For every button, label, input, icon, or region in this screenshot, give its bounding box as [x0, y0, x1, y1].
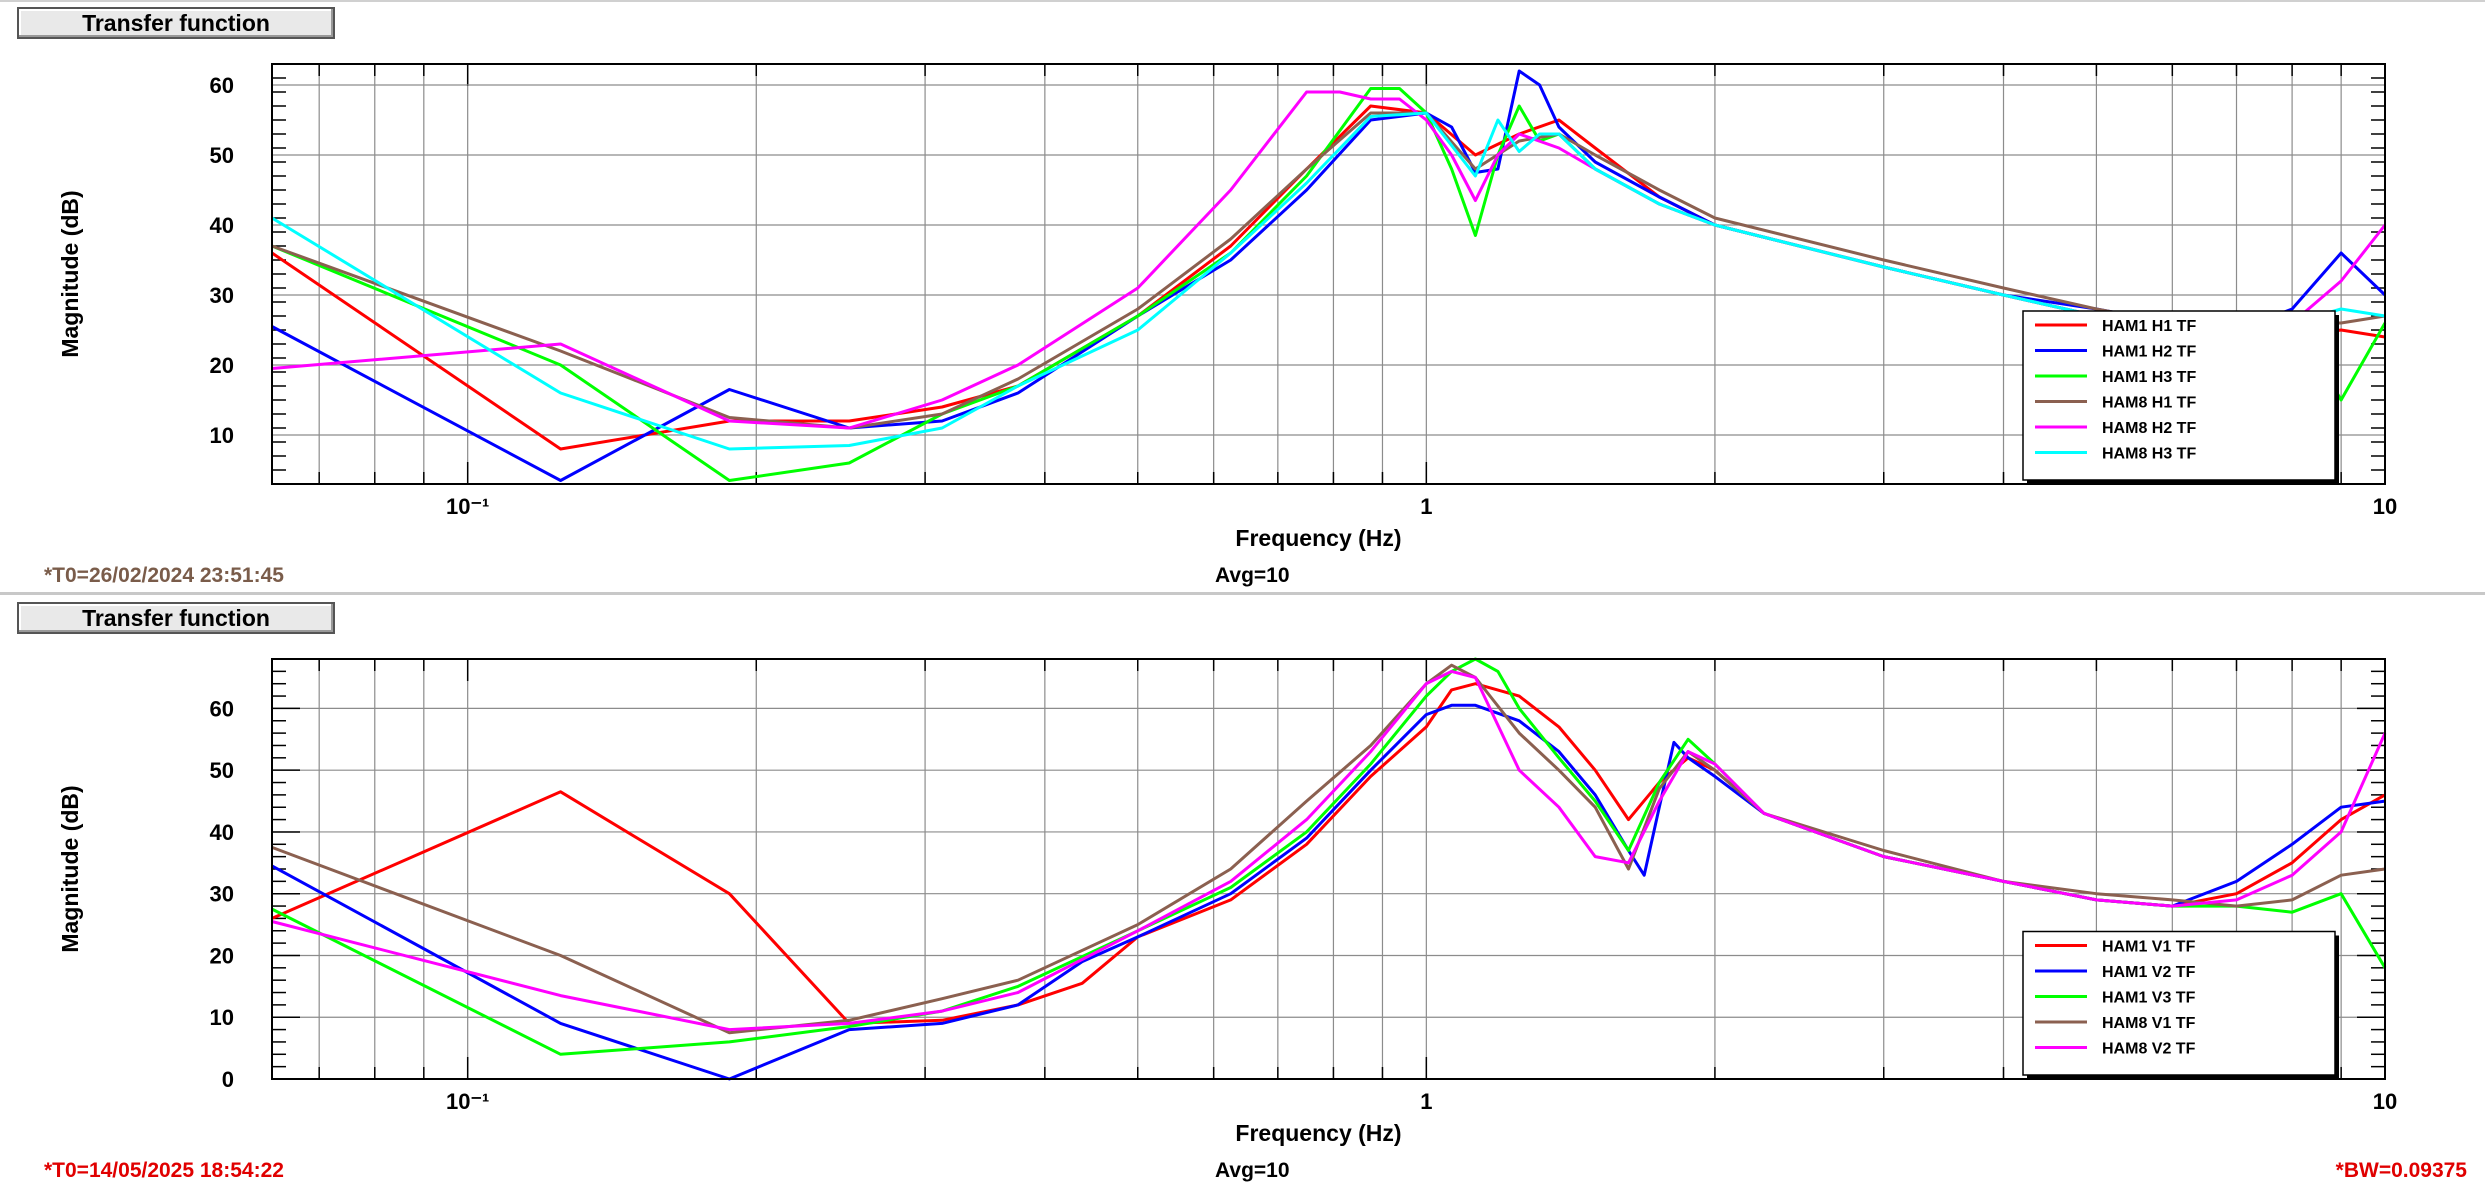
x-tick-label: 10 — [2373, 494, 2397, 519]
legend-box — [2022, 930, 2336, 1076]
y-tick-label: 60 — [210, 696, 234, 721]
x-tick-label: 10⁻¹ — [446, 1089, 489, 1114]
series-group — [271, 657, 2387, 1081]
y-tick-label: 20 — [210, 943, 234, 968]
transfer-function-title-button[interactable]: Transfer function — [17, 7, 335, 39]
legend: HAM1 H1 TF HAM1 H2 TF HAM1 H3 TF HAM8 H1 TF… — [2022, 310, 2339, 484]
x-axis-label: Frequency (Hz) — [1235, 525, 1401, 551]
y-tick-label: 0 — [222, 1067, 234, 1092]
top-panel: Transfer function 10 20 30 40 50 60 10⁻¹ 1 10 Fre… — [0, 0, 2485, 592]
legend-entry: HAM1 H2 TF — [2102, 344, 2196, 361]
y-tick-label: 10 — [210, 1005, 234, 1030]
plot-frame — [271, 658, 2386, 1080]
transfer-function-plot-top[interactable]: 10 20 30 40 50 60 10⁻¹ 1 10 Frequency (Hz) Magnitu… — [0, 40, 2485, 560]
y-axis-label: Magnitude (dB) — [57, 785, 83, 952]
legend-entry: HAM8 V1 TF — [2102, 1015, 2196, 1032]
y-tick-label: 10 — [210, 423, 234, 448]
legend-entry: HAM1 V3 TF — [2102, 990, 2196, 1007]
averages-label: Avg=10 — [1215, 1159, 1290, 1182]
plot-frame — [271, 63, 2386, 485]
x-tick-label: 10⁻¹ — [446, 494, 489, 519]
y-tick-label: 40 — [210, 213, 234, 238]
legend-entry: HAM1 V2 TF — [2102, 964, 2196, 981]
y-tick-label: 20 — [210, 353, 234, 378]
legend-entry: HAM1 V1 TF — [2102, 939, 2196, 956]
legend-entry: HAM8 H3 TF — [2102, 446, 2196, 463]
bottom-panel: Transfer function 0 10 20 30 40 50 60 10⁻¹ 1 10 Fr… — [0, 595, 2485, 1187]
legend: HAM1 V1 TF HAM1 V2 TF HAM1 V3 TF HAM8 V1 TF… — [2022, 930, 2339, 1079]
transfer-function-title-button[interactable]: Transfer function — [17, 602, 335, 634]
x-tick-label: 10 — [2373, 1089, 2397, 1114]
legend-entry: HAM8 H2 TF — [2102, 420, 2196, 437]
y-tick-label: 30 — [210, 283, 234, 308]
y-tick-label: 30 — [210, 882, 234, 907]
panel-divider — [0, 592, 2485, 596]
legend-entry: HAM1 H1 TF — [2102, 318, 2196, 335]
legend-entry: HAM1 H3 TF — [2102, 369, 2196, 386]
legend-entry: HAM8 V2 TF — [2102, 1041, 2196, 1058]
transfer-function-plot-bottom[interactable]: 0 10 20 30 40 50 60 10⁻¹ 1 10 Frequency (Hz) Magnit… — [0, 635, 2485, 1155]
series-line — [271, 663, 2386, 1035]
averages-label: Avg=10 — [1215, 564, 1290, 587]
x-tick-label: 1 — [1420, 1089, 1432, 1114]
x-axis-label: Frequency (Hz) — [1235, 1120, 1401, 1146]
bandwidth-label: *BW=0.09375 — [2335, 1159, 2467, 1182]
series-line — [271, 669, 2387, 1032]
y-tick-label: 60 — [210, 73, 234, 98]
legend-entry: HAM8 H1 TF — [2102, 395, 2196, 412]
t0-timestamp: *T0=14/05/2025 18:54:22 — [44, 1159, 284, 1182]
y-tick-label: 50 — [210, 143, 234, 168]
x-tick-label: 1 — [1420, 494, 1432, 519]
y-tick-label: 40 — [210, 820, 234, 845]
y-tick-label: 50 — [210, 758, 234, 783]
t0-timestamp: *T0=26/02/2024 23:51:45 — [44, 564, 284, 587]
y-axis-label: Magnitude (dB) — [57, 190, 83, 357]
panel-divider — [0, 0, 2485, 2]
